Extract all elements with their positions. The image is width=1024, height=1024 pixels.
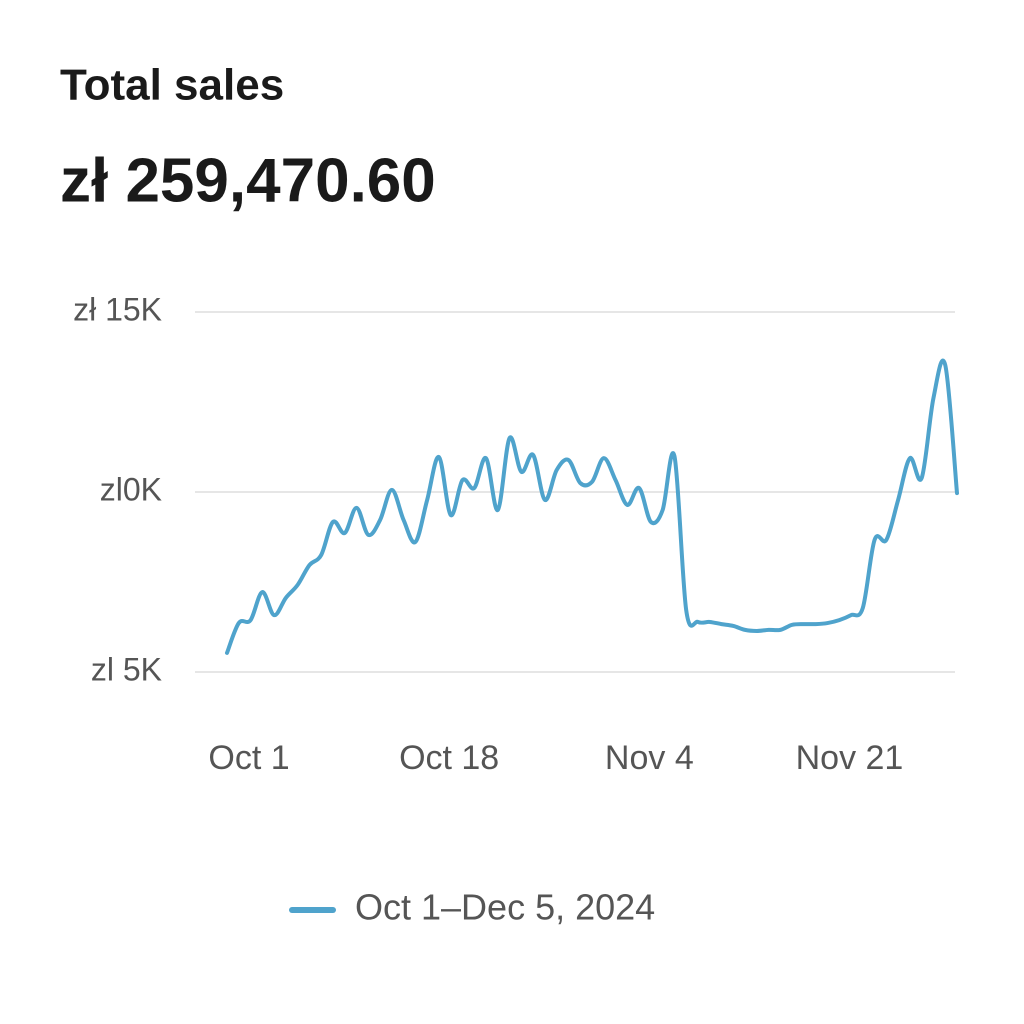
- legend-label: Oct 1–Dec 5, 2024: [355, 887, 655, 928]
- x-tick-label: Nov 21: [796, 739, 904, 777]
- y-tick-label: zł 15K: [73, 291, 162, 327]
- total-value: zł 259,470.60: [60, 146, 436, 215]
- y-tick-label: zl 5K: [91, 651, 162, 687]
- x-tick-label: Oct 1: [208, 739, 289, 777]
- y-tick-label: zl0K: [100, 471, 162, 507]
- line-series: [225, 358, 959, 655]
- chart-title: Total sales: [60, 61, 284, 110]
- x-tick-label: Oct 18: [399, 739, 499, 777]
- x-tick-label: Nov 4: [605, 739, 694, 777]
